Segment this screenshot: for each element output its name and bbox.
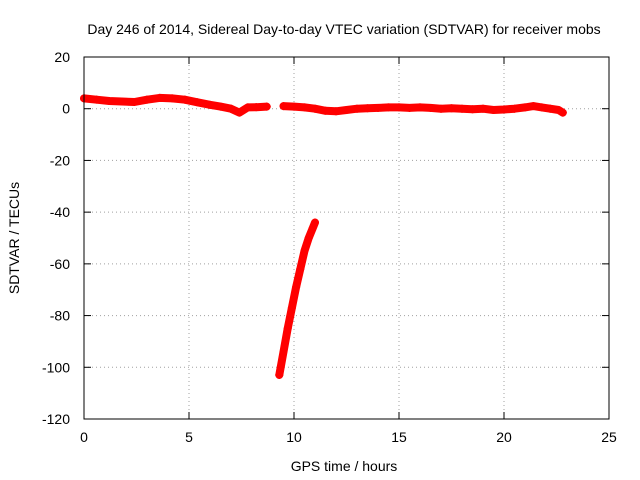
data-point [311,218,319,227]
data-series [80,93,567,380]
axis-ticks: 0 5 10 15 20 25 20 0 -20 -40 -60 -80 -100 -120 [42,49,617,445]
data-point [252,103,261,112]
y-tick-label: 20 [54,49,70,65]
data-point [405,103,414,112]
data-point [510,104,519,113]
y-tick-label: -20 [50,152,70,168]
data-point [287,303,296,312]
data-point [537,103,546,112]
x-tick-label: 10 [286,429,302,445]
x-tick-label: 25 [601,429,617,445]
y-tick-label: -40 [50,204,70,220]
data-point [105,96,114,105]
y-axis-label: SDTVAR / TECUs [6,182,22,294]
plot-border [83,56,610,420]
y-tick-label: -120 [42,411,70,427]
data-point [279,102,288,111]
data-point [155,93,164,102]
data-point [262,102,271,111]
x-tick-label: 15 [391,429,407,445]
data-point [332,107,340,116]
x-axis-label: GPS time / hours [291,458,398,474]
data-point [546,104,555,113]
data-point [296,265,305,274]
data-point [426,103,435,112]
data-point [243,103,252,112]
data-point [363,104,372,113]
data-point [283,324,292,333]
data-point [384,103,393,112]
data-point [529,102,538,111]
data-point [468,105,477,114]
data-point [342,106,351,115]
y-tick-label: -60 [50,256,70,272]
data-point [279,347,288,356]
data-point [479,104,487,113]
data-point [275,371,284,380]
data-point [227,104,235,113]
data-point [308,223,317,232]
data-point [437,104,445,113]
data-point [143,95,151,104]
data-point [168,94,177,103]
y-tick-label: -100 [42,359,70,375]
data-point [395,103,403,112]
x-tick-label: 20 [496,429,512,445]
series-trace [275,218,319,379]
data-point [416,103,424,112]
data-point [117,97,126,106]
data-point [235,108,244,117]
data-point [311,104,319,113]
data-point [206,100,214,109]
data-point [558,108,567,117]
data-point [180,95,189,104]
data-point [321,106,330,115]
data-point [458,104,466,113]
data-point [304,234,313,242]
data-point [300,246,309,255]
x-tick-label: 5 [185,429,193,445]
data-point [447,104,456,113]
data-point [489,106,498,115]
grid-lines [84,57,609,419]
chart-title: Day 246 of 2014, Sidereal Day-to-day VTE… [87,21,600,37]
y-tick-label: 0 [62,101,70,117]
data-point [92,95,101,104]
data-point [130,97,139,106]
data-point [292,283,301,292]
data-point [500,105,508,114]
data-point [216,102,225,111]
data-point [300,103,309,112]
data-point [521,103,529,112]
data-point [193,98,202,107]
data-point [353,104,361,113]
data-point [554,106,563,115]
y-tick-label: -80 [50,308,70,324]
data-point [290,102,298,111]
x-tick-label: 0 [80,429,88,445]
data-point [374,103,382,112]
